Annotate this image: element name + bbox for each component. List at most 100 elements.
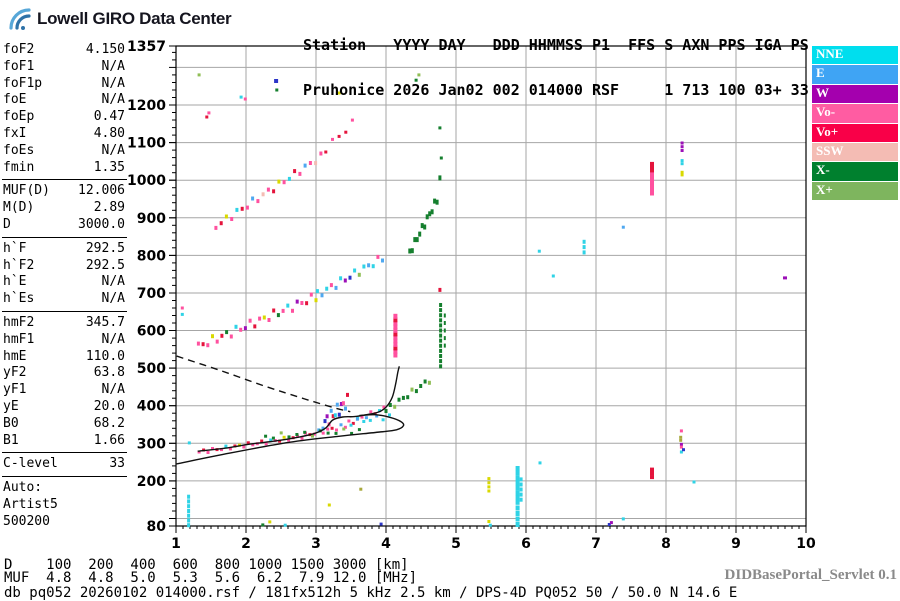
param-value: 20.0: [93, 398, 125, 414]
legend-item-nne: NNE: [812, 46, 898, 65]
param-fof2: foF2 4.150: [3, 42, 125, 59]
echo-legend: NNE E W Vo- Vo+ SSW X- X+: [812, 46, 898, 201]
param-value: 3000.0: [78, 216, 125, 232]
param-label: yF1: [3, 382, 27, 398]
param-label: foF1: [3, 58, 35, 74]
autoscaling-info: 500200: [3, 513, 50, 529]
parameter-panel: foF2 4.150 foF1 N/A foF1p N/A foE N/A foEp 0.47 fx…: [2, 42, 127, 531]
legend-item-ssw: SSW: [812, 142, 898, 162]
param-value: N/A: [101, 92, 125, 108]
param-label: hmF2: [3, 314, 35, 330]
svg-text:1357: 1357: [127, 39, 166, 55]
panel-separator: [2, 310, 127, 312]
param-value: 12.006: [78, 183, 125, 199]
param-b1: B1 1.66: [3, 433, 125, 450]
param-value: 33: [109, 456, 125, 472]
param-label: hmE: [3, 348, 27, 364]
param-yf1: yF1 N/A: [3, 382, 125, 399]
svg-text:2: 2: [241, 536, 251, 552]
param-value: 4.150: [85, 42, 125, 57]
panel-separator: [2, 452, 127, 454]
param-foep: foEp 0.47: [3, 109, 125, 126]
svg-text:6: 6: [521, 536, 531, 552]
svg-text:500: 500: [137, 361, 166, 377]
panel-separator: [2, 179, 127, 181]
param-value: 345.7: [85, 314, 125, 330]
param-fof1: foF1 N/A: [3, 59, 125, 76]
svg-text:1100: 1100: [127, 136, 166, 152]
svg-text:5: 5: [451, 536, 461, 552]
legend-item-x-: X-: [812, 162, 898, 181]
param-ye: yE 20.0: [3, 399, 125, 416]
param-d: D 3000.0: [3, 217, 125, 234]
param-label: D: [3, 216, 11, 232]
header-columns-line: Station YYYY DAY DDD HHMMSS P1 FFS S AXN…: [303, 36, 809, 54]
param-foe: foE N/A: [3, 92, 125, 109]
svg-text:8: 8: [661, 536, 671, 552]
param-clevel: C-level 33: [3, 456, 125, 473]
param-label: M(D): [3, 200, 35, 216]
param-value: 1.35: [93, 159, 125, 175]
param-value: 4.80: [93, 125, 125, 141]
ionogram-header: Station YYYY DAY DDD HHMMSS P1 FFS S AXN…: [303, 8, 809, 113]
svg-text:1000: 1000: [127, 173, 166, 189]
param-label: B1: [3, 432, 19, 448]
panel-separator: [2, 476, 127, 478]
param-hme: hmE 110.0: [3, 349, 125, 366]
param-hmf1: hmF1 N/A: [3, 332, 125, 349]
param-label: foEp: [3, 109, 35, 125]
param-value: 2.89: [93, 200, 125, 216]
param-label: h`F2: [3, 257, 35, 273]
legend-item-vo+: Vo+: [812, 123, 898, 142]
legend-item-e: E: [812, 65, 898, 84]
svg-text:800: 800: [137, 248, 166, 264]
param-hf: h`F 292.5: [3, 241, 125, 258]
autoscaling-info: Auto:: [3, 480, 43, 496]
svg-text:4: 4: [381, 536, 391, 552]
param-fxi: fxI 4.80: [3, 126, 125, 143]
param-label: C-level: [3, 456, 58, 472]
svg-text:700: 700: [137, 286, 166, 302]
param-label: foE: [3, 92, 27, 108]
param-yf2: yF2 63.8: [3, 365, 125, 382]
param-value: 1.66: [93, 432, 125, 448]
param-label: h`F: [3, 240, 27, 256]
param-value: 110.0: [85, 348, 125, 364]
svg-text:9: 9: [731, 536, 741, 552]
status-line: db pq052 20260102 014000.rsf / 181fx512h…: [4, 585, 738, 601]
param-value: N/A: [101, 142, 125, 158]
logo-text: Lowell GIRO Data Center: [37, 9, 232, 28]
param-label: foF2: [3, 42, 35, 57]
svg-text:80: 80: [147, 519, 167, 535]
svg-text:3: 3: [311, 536, 321, 552]
param-b0: B0 68.2: [3, 416, 125, 433]
param-label: h`Es: [3, 291, 35, 307]
param-label: fxI: [3, 125, 27, 141]
svg-text:10: 10: [796, 536, 816, 552]
svg-text:1: 1: [171, 536, 181, 552]
param-value: N/A: [101, 382, 125, 398]
param-label: B0: [3, 415, 19, 431]
legend-item-vo-: Vo-: [812, 104, 898, 123]
param-md: M(D) 2.89: [3, 200, 125, 217]
param-label: fmin: [3, 159, 35, 175]
logo: Lowell GIRO Data Center: [8, 6, 232, 32]
param-value: N/A: [101, 75, 125, 91]
param-value: N/A: [101, 274, 125, 290]
param-label: foEs: [3, 142, 35, 158]
param-value: 63.8: [93, 365, 125, 381]
param-value: 292.5: [85, 240, 125, 256]
param-mufd: MUF(D) 12.006: [3, 183, 125, 200]
param-value: 68.2: [93, 415, 125, 431]
param-value: 0.47: [93, 109, 125, 125]
param-he: h`E N/A: [3, 274, 125, 291]
param-label: yE: [3, 398, 19, 414]
giro-wave-icon: [9, 8, 31, 30]
distance-row: D 100 200 400 600 800 1000 1500 3000 [km…: [4, 557, 409, 573]
param-fmin: fmin 1.35: [3, 160, 125, 177]
param-fof1p: foF1p N/A: [3, 76, 125, 93]
servlet-version: DIDBasePortal_Servlet 0.1: [724, 567, 897, 583]
param-label: hmF1: [3, 331, 35, 347]
